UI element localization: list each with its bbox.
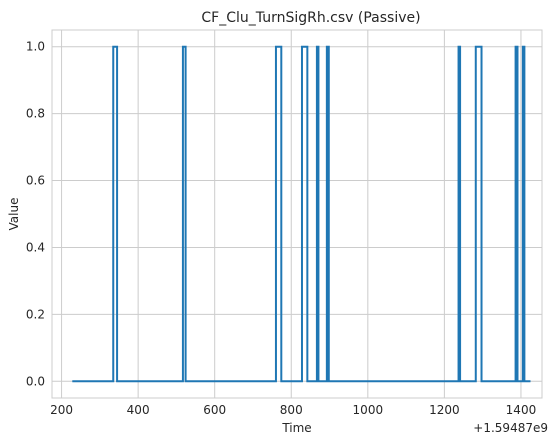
y-tick-label: 0.6 [26, 174, 45, 188]
y-tick-label: 0.2 [26, 307, 45, 321]
y-tick-label: 1.0 [26, 40, 45, 54]
x-offset-label: +1.59487e9 [473, 421, 548, 435]
x-ticks: 200 400 600 800 1000 1200 1400 [50, 403, 536, 417]
y-tick-label: 0.4 [26, 240, 45, 254]
x-tick-label: 1400 [506, 403, 537, 417]
y-ticks: 0.0 0.2 0.4 0.6 0.8 1.0 [26, 40, 45, 389]
y-tick-label: 0.0 [26, 374, 45, 388]
x-tick-label: 400 [127, 403, 150, 417]
series-line [72, 45, 531, 383]
x-tick-label: 800 [280, 403, 303, 417]
x-axis-label: Time [281, 421, 311, 435]
x-tick-label: 1200 [429, 403, 460, 417]
series-layer [72, 45, 531, 383]
y-tick-label: 0.8 [26, 107, 45, 121]
chart-title: CF_Clu_TurnSigRh.csv (Passive) [201, 10, 420, 26]
y-axis-label: Value [7, 198, 21, 231]
x-tick-label: 600 [203, 403, 226, 417]
x-tick-label: 1000 [353, 403, 384, 417]
x-tick-label: 200 [50, 403, 73, 417]
plot-area [51, 29, 543, 399]
